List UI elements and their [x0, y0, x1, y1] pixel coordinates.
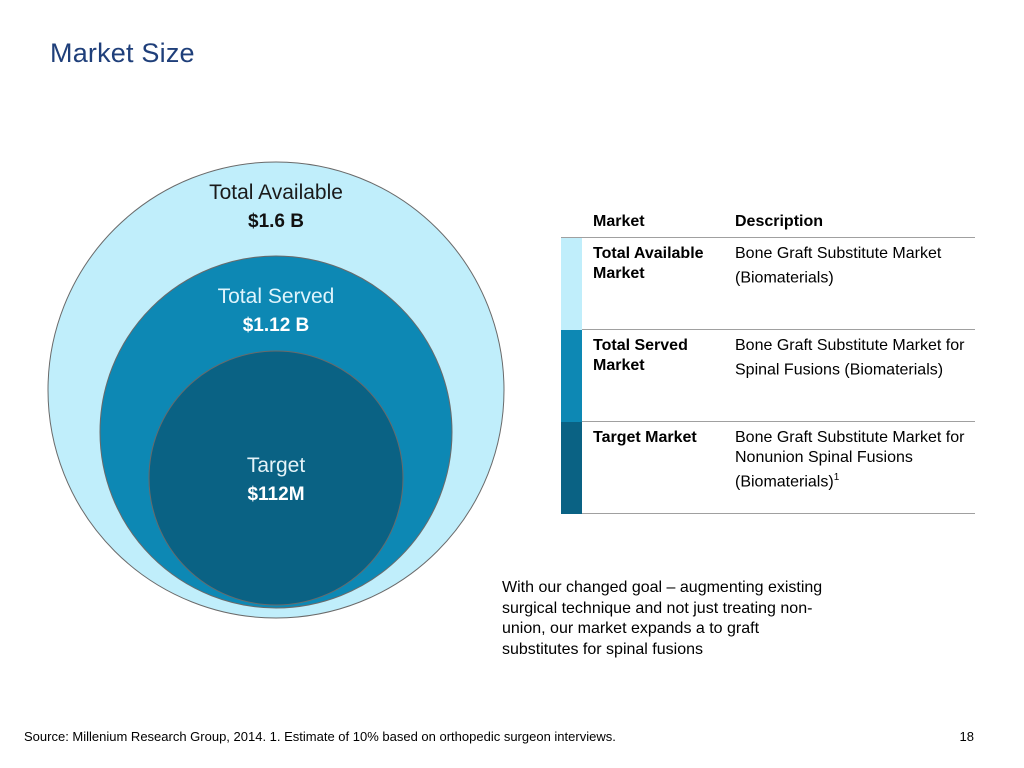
- source-footnote: Source: Millenium Research Group, 2014. …: [24, 729, 616, 744]
- page-title: Market Size: [50, 38, 195, 68]
- table-row: Target Market Bone Graft Substitute Mark…: [561, 422, 975, 514]
- row-color-swatch: [561, 238, 582, 330]
- footnote-marker: 1: [833, 472, 840, 483]
- row-description: Bone Graft Substitute Market for Nonunio…: [735, 429, 965, 491]
- row-market: Total Served Market: [593, 337, 688, 374]
- page-number: 18: [959, 729, 974, 744]
- total-available-value: $1.6 B: [248, 211, 304, 232]
- market-note: With our changed goal – augmenting exist…: [502, 579, 823, 658]
- header-market: Market: [593, 213, 645, 230]
- row-color-swatch: [561, 330, 582, 422]
- target-circle: [148, 350, 404, 606]
- row-description: Bone Graft Substitute Market (Biomateria…: [735, 245, 942, 287]
- row-market: Target Market: [593, 429, 697, 446]
- target-value: $112M: [247, 484, 304, 505]
- total-available-label: Total Available: [209, 181, 343, 204]
- total-served-value: $1.12 B: [243, 315, 310, 336]
- table-row: Total Served Market Bone Graft Substitut…: [561, 330, 975, 422]
- row-description: Bone Graft Substitute Market for Spinal …: [735, 337, 965, 379]
- header-description: Description: [735, 213, 824, 230]
- row-color-swatch: [561, 422, 582, 514]
- total-served-label: Total Served: [218, 285, 335, 308]
- row-market: Total Available Market: [593, 245, 704, 282]
- table-header: Market Description: [561, 203, 975, 238]
- nested-market-chart: Total Available $1.6 B Total Served $1.12 B…: [47, 161, 505, 619]
- target-label: Target: [247, 454, 306, 477]
- table-row: Total Available Market Bone Graft Substi…: [561, 238, 975, 330]
